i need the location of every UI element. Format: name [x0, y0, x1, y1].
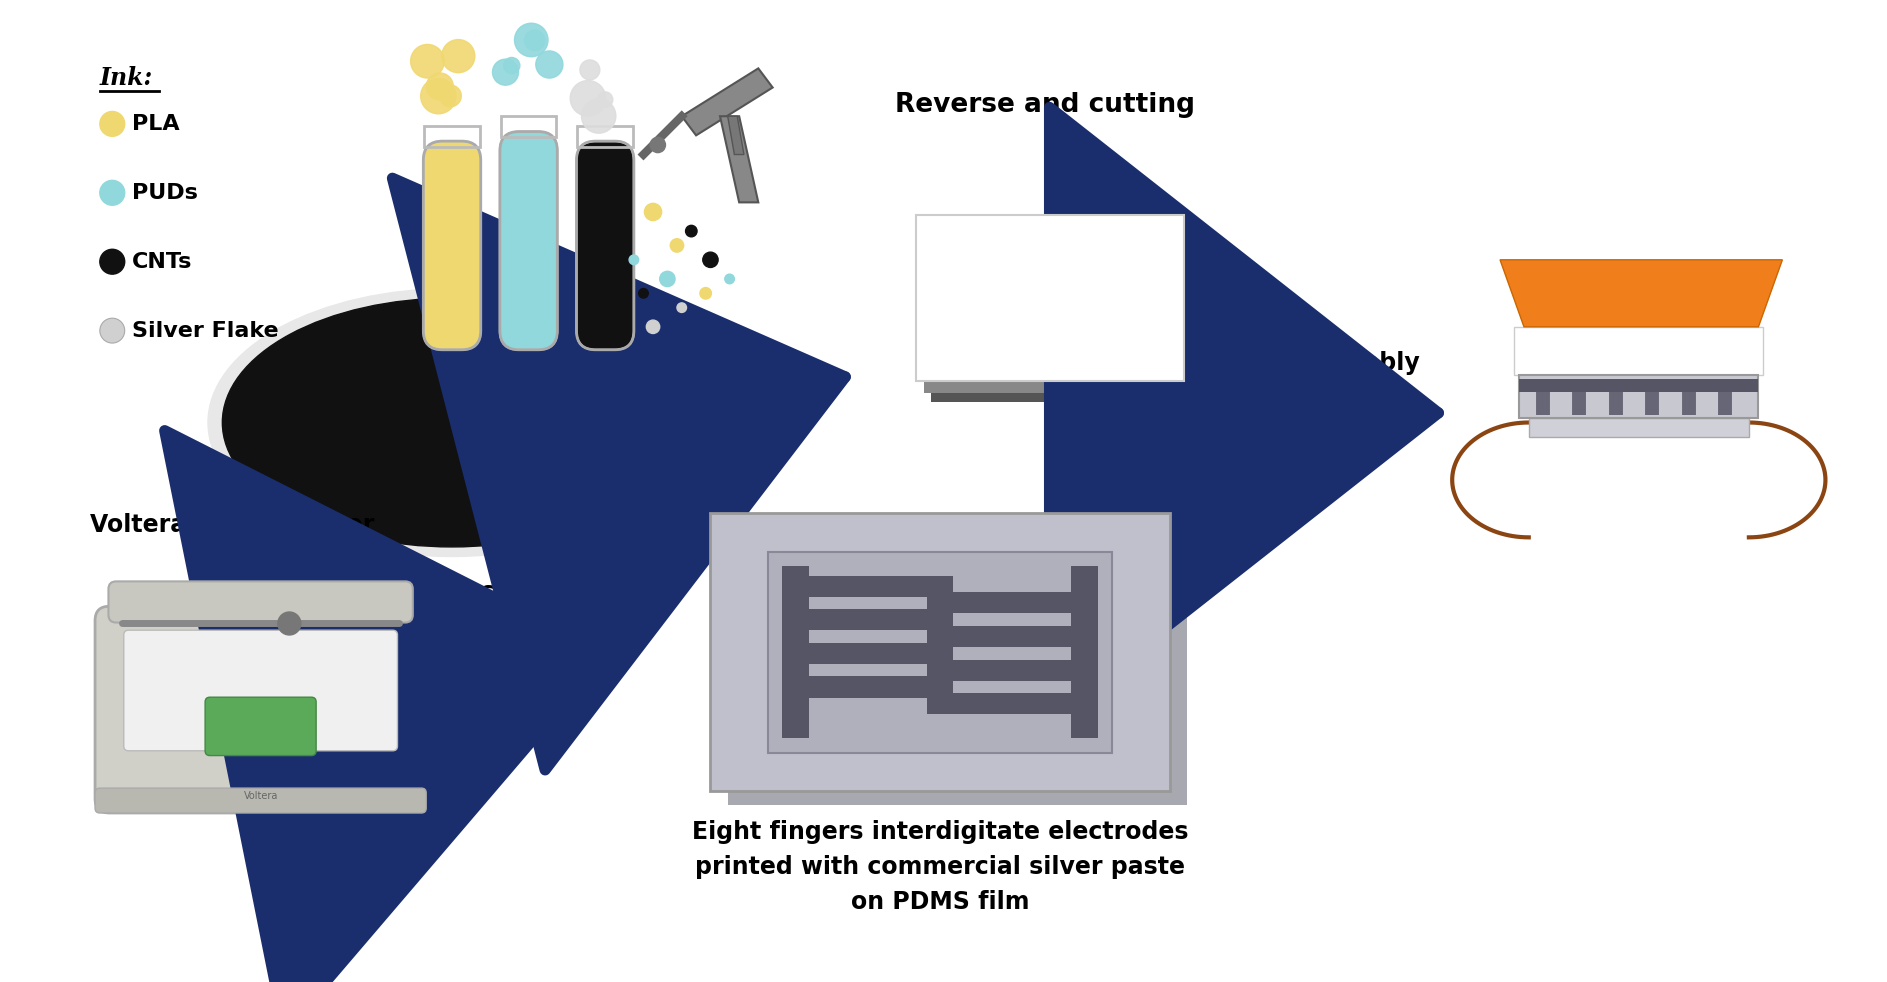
Circle shape: [685, 225, 696, 237]
FancyBboxPatch shape: [206, 697, 317, 755]
Text: Adhesive tape: Adhesive tape: [1551, 281, 1730, 300]
FancyBboxPatch shape: [1072, 566, 1098, 738]
FancyBboxPatch shape: [810, 609, 953, 630]
Text: PUDs: PUDs: [132, 183, 198, 203]
Circle shape: [100, 111, 125, 136]
Circle shape: [670, 239, 683, 252]
Text: Assembly: Assembly: [1293, 351, 1421, 375]
Circle shape: [426, 73, 453, 100]
Circle shape: [411, 44, 443, 78]
Text: Reverse and cutting: Reverse and cutting: [896, 92, 1196, 118]
Ellipse shape: [223, 299, 681, 547]
Polygon shape: [1519, 379, 1759, 392]
Polygon shape: [1519, 375, 1759, 417]
Ellipse shape: [208, 289, 696, 557]
Circle shape: [647, 320, 660, 334]
Circle shape: [504, 58, 519, 74]
FancyBboxPatch shape: [927, 627, 1072, 647]
Circle shape: [638, 289, 649, 299]
FancyBboxPatch shape: [768, 552, 1113, 752]
FancyBboxPatch shape: [108, 581, 413, 623]
Circle shape: [536, 51, 562, 79]
Circle shape: [515, 24, 547, 57]
FancyBboxPatch shape: [94, 606, 426, 813]
Circle shape: [579, 60, 600, 80]
Circle shape: [596, 92, 613, 107]
Circle shape: [651, 137, 666, 152]
Text: Voltera V-One printer: Voltera V-One printer: [91, 514, 374, 537]
Circle shape: [702, 252, 719, 267]
Circle shape: [277, 612, 300, 635]
Polygon shape: [930, 386, 1198, 403]
Text: PLA: PLA: [132, 114, 179, 134]
Circle shape: [440, 85, 460, 107]
Circle shape: [525, 30, 545, 50]
Circle shape: [100, 249, 125, 274]
FancyBboxPatch shape: [783, 566, 810, 738]
Circle shape: [645, 203, 662, 221]
Text: Paper Substrate: Paper Substrate: [338, 580, 566, 605]
FancyBboxPatch shape: [500, 132, 557, 350]
Circle shape: [442, 39, 476, 73]
Polygon shape: [728, 527, 1187, 805]
FancyBboxPatch shape: [810, 575, 953, 597]
Text: Voltera: Voltera: [243, 791, 277, 800]
Circle shape: [725, 274, 734, 284]
Circle shape: [628, 255, 638, 264]
Circle shape: [570, 81, 606, 116]
FancyBboxPatch shape: [927, 592, 1072, 614]
Circle shape: [493, 59, 519, 85]
FancyBboxPatch shape: [927, 660, 1072, 681]
FancyBboxPatch shape: [94, 789, 426, 813]
Circle shape: [660, 271, 676, 287]
FancyBboxPatch shape: [125, 630, 398, 751]
Polygon shape: [728, 116, 743, 154]
Text: Eight fingers interdigitate electrodes
printed with commercial silver paste
on P: Eight fingers interdigitate electrodes p…: [693, 820, 1189, 914]
Circle shape: [100, 318, 125, 343]
FancyBboxPatch shape: [423, 141, 481, 350]
Polygon shape: [1528, 417, 1749, 437]
Polygon shape: [681, 69, 772, 136]
Polygon shape: [721, 116, 759, 202]
FancyBboxPatch shape: [810, 677, 953, 697]
FancyBboxPatch shape: [810, 643, 953, 664]
Polygon shape: [710, 514, 1170, 791]
Text: Ink:: Ink:: [100, 67, 153, 90]
Circle shape: [677, 302, 687, 312]
Text: CNTs: CNTs: [132, 251, 192, 272]
Circle shape: [581, 99, 615, 134]
Polygon shape: [917, 215, 1185, 381]
Text: Silver Flake: Silver Flake: [132, 321, 279, 341]
Circle shape: [700, 288, 711, 300]
FancyBboxPatch shape: [927, 693, 1072, 714]
Polygon shape: [1500, 260, 1783, 327]
Circle shape: [421, 79, 457, 114]
Polygon shape: [925, 381, 1193, 393]
FancyBboxPatch shape: [576, 141, 634, 350]
Polygon shape: [1515, 327, 1762, 375]
Circle shape: [100, 181, 125, 205]
